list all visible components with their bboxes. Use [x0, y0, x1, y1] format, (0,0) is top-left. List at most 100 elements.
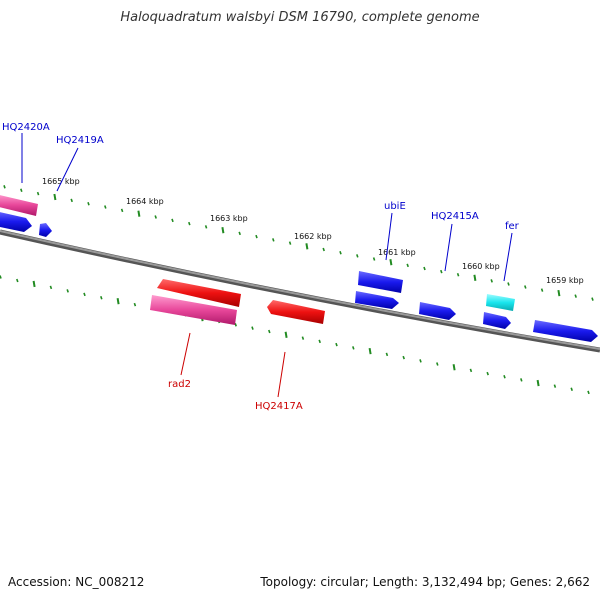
gene-feature-fer[interactable] [486, 294, 515, 311]
minor-tick [356, 254, 359, 258]
gene-feature-hq2417a[interactable] [267, 300, 325, 324]
minor-tick [402, 355, 405, 360]
minor-tick [301, 336, 305, 340]
kbp-label: 1659 kbp [546, 276, 584, 285]
minor-tick [335, 342, 338, 347]
outer-tick-ring [3, 185, 594, 301]
accession-text: Accession: NC_008212 [8, 575, 145, 589]
minor-tick [490, 279, 493, 283]
minor-tick [469, 368, 473, 373]
gene-feature-rad2[interactable] [150, 295, 237, 325]
gene-feature-hq2420a[interactable] [0, 194, 38, 216]
minor-tick [255, 234, 258, 239]
minor-tick [20, 188, 23, 192]
kbp-label: 1661 kbp [378, 248, 416, 257]
minor-tick [154, 215, 157, 219]
genome-backbone-highlight [0, 230, 600, 350]
minor-tick [272, 238, 275, 242]
minor-tick [540, 288, 544, 292]
kbp-label: 1660 kbp [462, 262, 500, 271]
map-title: Haloquadratum walsbyi DSM 16790, complet… [120, 10, 480, 25]
kbp-label: 1665 kbp [42, 177, 80, 186]
minor-tick [318, 339, 321, 344]
minor-tick [385, 352, 389, 357]
gene-feature-ubie[interactable] [358, 271, 403, 293]
minor-tick [3, 185, 6, 189]
major-tick [137, 210, 141, 217]
minor-tick [268, 329, 271, 334]
minor-tick [352, 346, 355, 350]
major-tick [284, 331, 288, 338]
minor-tick [171, 218, 174, 223]
minor-tick [574, 294, 577, 298]
major-tick [473, 274, 477, 281]
gene-label-hq2415a[interactable]: HQ2415A [431, 211, 479, 222]
kbp-label: 1664 kbp [126, 197, 164, 206]
genome-summary-text: Topology: circular; Length: 3,132,494 bp… [260, 575, 590, 589]
minor-tick [436, 362, 439, 366]
minor-tick [100, 296, 103, 300]
major-tick [557, 289, 561, 297]
major-tick [32, 280, 36, 288]
major-tick [53, 193, 57, 201]
gene-feature-blue-c[interactable] [483, 312, 511, 329]
minor-tick [188, 221, 191, 226]
minor-tick [70, 198, 73, 203]
minor-tick [553, 384, 557, 388]
gene-label-hq2420a[interactable]: HQ2420A [2, 122, 50, 133]
minor-tick [339, 250, 342, 255]
minor-tick [406, 263, 409, 268]
gene-feature-blue-left[interactable] [0, 211, 32, 232]
gene-label-ubie[interactable]: ubiE [384, 201, 406, 212]
minor-tick [507, 282, 510, 286]
minor-tick [440, 269, 443, 274]
minor-tick [66, 289, 69, 293]
minor-tick [87, 201, 90, 206]
minor-tick [372, 257, 376, 261]
major-tick [221, 226, 225, 234]
minor-tick [419, 359, 422, 363]
kbp-label: 1663 kbp [210, 214, 248, 223]
gene-feature-red-a[interactable] [157, 279, 241, 307]
leader-line [56, 147, 79, 192]
genome-backbone [0, 229, 600, 353]
minor-tick [570, 387, 573, 392]
gene-label-hq2417a[interactable]: HQ2417A [255, 401, 303, 412]
major-tick [389, 259, 393, 266]
minor-tick [83, 292, 86, 297]
minor-tick [591, 297, 594, 301]
gene-label-rad2[interactable]: rad2 [168, 379, 191, 390]
minor-tick [36, 191, 40, 196]
major-tick [368, 347, 372, 355]
minor-tick [503, 374, 506, 379]
leader-line [180, 332, 191, 376]
major-tick [452, 364, 456, 371]
major-tick [536, 379, 540, 387]
gene-feature-blue-b[interactable] [355, 291, 399, 309]
kbp-label: 1662 kbp [294, 232, 332, 241]
major-tick [116, 298, 120, 305]
minor-tick [288, 241, 292, 245]
minor-tick [423, 266, 426, 271]
gene-label-hq2419a[interactable]: HQ2419A [56, 135, 104, 146]
minor-tick [322, 247, 325, 252]
gene-feature-hq2419a[interactable] [39, 223, 52, 237]
leader-line [444, 223, 453, 272]
minor-tick [456, 272, 460, 277]
minor-tick [16, 278, 19, 283]
leader-line [503, 232, 513, 282]
minor-tick [104, 205, 107, 209]
leader-line [277, 351, 286, 398]
minor-tick [204, 225, 208, 229]
minor-tick [133, 302, 137, 307]
minor-tick [520, 378, 523, 382]
minor-tick [524, 285, 527, 289]
gene-label-fer[interactable]: fer [505, 221, 520, 232]
gene-feature-hq2415a[interactable] [419, 302, 456, 320]
major-tick [305, 243, 309, 250]
minor-tick [0, 275, 2, 279]
minor-tick [49, 285, 53, 290]
minor-tick [251, 326, 254, 330]
gene-feature-blue-d[interactable] [533, 320, 598, 342]
